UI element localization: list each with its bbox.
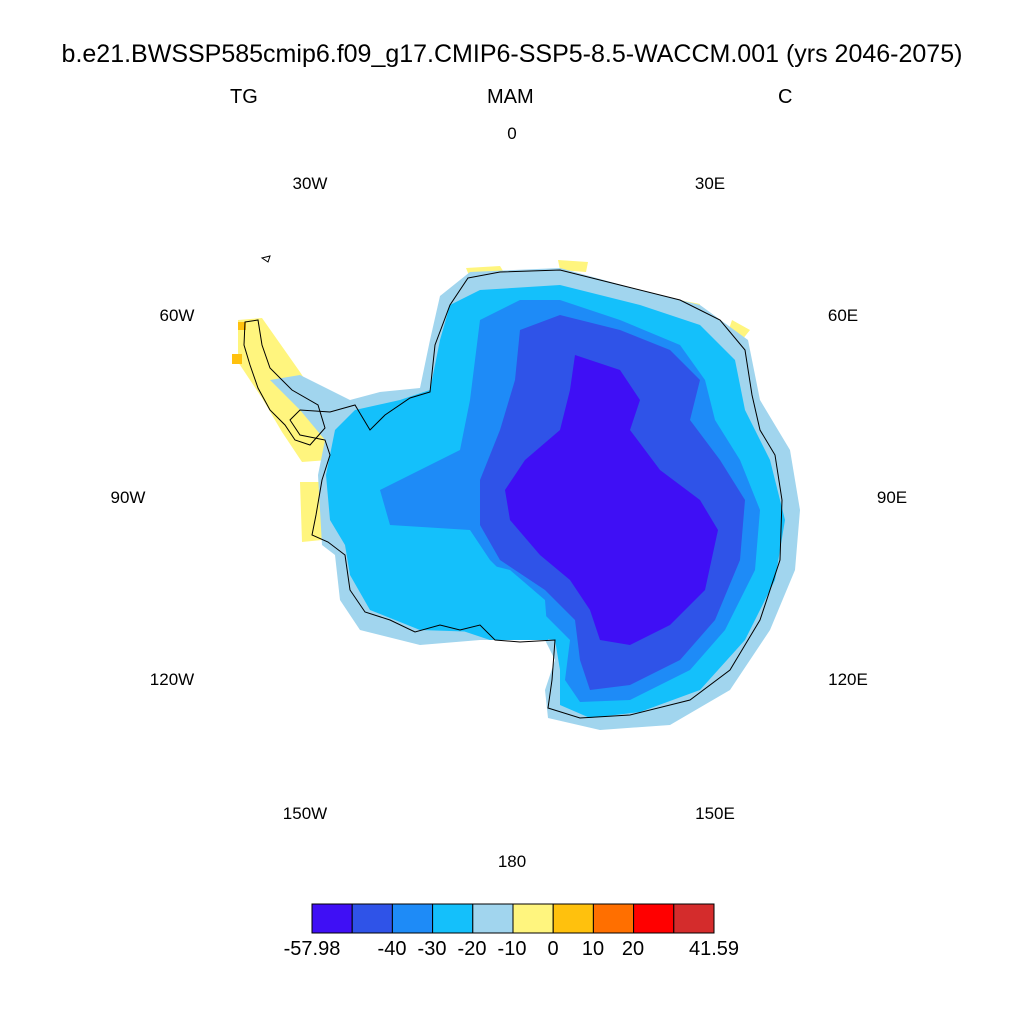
lon-label-60w: 60W bbox=[159, 306, 195, 325]
lon-label-0: 0 bbox=[507, 124, 517, 143]
lon-label-150e: 150E bbox=[695, 804, 735, 823]
colorbar-label-20: 20 bbox=[621, 938, 645, 960]
variable-label: TG bbox=[230, 86, 258, 108]
plot-title: b.e21.BWSSP585cmip6.f09_g17.CMIP6-SSP5-8… bbox=[61, 40, 963, 68]
colorbar-box-7 bbox=[592, 903, 635, 934]
lon-label-120w: 120W bbox=[149, 670, 195, 689]
coastline-peninsula bbox=[243, 319, 326, 446]
colorbar-box-6 bbox=[552, 903, 594, 934]
field-band-m10-0-rim bbox=[466, 260, 750, 340]
colorbar-box-4 bbox=[472, 903, 514, 934]
lon-label-60e: 60E bbox=[827, 306, 859, 325]
colorbar-box-0 bbox=[311, 903, 353, 934]
colorbar-box-3 bbox=[432, 903, 474, 934]
colorbar-box-8 bbox=[633, 903, 675, 934]
lon-label-150w: 150W bbox=[282, 804, 328, 823]
lon-label-30w: 30W bbox=[292, 174, 328, 193]
colorbar-label-10: 10 bbox=[581, 938, 605, 960]
lon-label-30e: 30E bbox=[694, 174, 726, 193]
lon-label-90w: 90W bbox=[110, 488, 146, 507]
field-band-0-10-spot bbox=[232, 354, 242, 364]
colorbar-label-max: 41.59 bbox=[688, 938, 740, 960]
season-label: MAM bbox=[487, 86, 534, 108]
units-label: C bbox=[778, 86, 793, 108]
lon-label-180: 180 bbox=[497, 852, 527, 871]
colorbar-label-m30: -30 bbox=[417, 938, 447, 960]
field-band-below-m50 bbox=[505, 355, 718, 645]
colorbar-box-1 bbox=[351, 903, 393, 934]
field-ross-shelf bbox=[460, 560, 548, 640]
field-band-0-10-spot-2 bbox=[238, 322, 246, 330]
lon-label-90e: 90E bbox=[876, 488, 908, 507]
colorbar-label-m20: -20 bbox=[457, 938, 487, 960]
colorbar-box-5 bbox=[512, 903, 554, 934]
colorbar-label-m10: -10 bbox=[497, 938, 527, 960]
colorbar bbox=[311, 903, 715, 934]
colorbar-label-m40: -40 bbox=[377, 938, 407, 960]
field-band-m10-0-coast bbox=[300, 482, 322, 542]
colorbar-label-min: -57.98 bbox=[283, 938, 341, 960]
colorbar-label-0: 0 bbox=[547, 938, 559, 960]
coastline bbox=[289, 269, 783, 719]
coastline-island bbox=[260, 255, 271, 263]
colorbar-box-9 bbox=[673, 903, 715, 934]
lon-label-120e: 120E bbox=[828, 670, 868, 689]
colorbar-box-2 bbox=[391, 903, 434, 934]
